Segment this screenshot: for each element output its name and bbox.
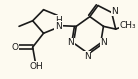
Text: N: N bbox=[84, 52, 91, 61]
Text: N: N bbox=[67, 38, 74, 47]
Text: N: N bbox=[100, 38, 107, 47]
Text: N: N bbox=[55, 22, 62, 31]
Text: O: O bbox=[12, 43, 19, 52]
Text: N: N bbox=[111, 7, 118, 16]
Text: CH₃: CH₃ bbox=[120, 21, 136, 30]
Text: OH: OH bbox=[30, 62, 44, 71]
Text: H: H bbox=[55, 16, 62, 25]
